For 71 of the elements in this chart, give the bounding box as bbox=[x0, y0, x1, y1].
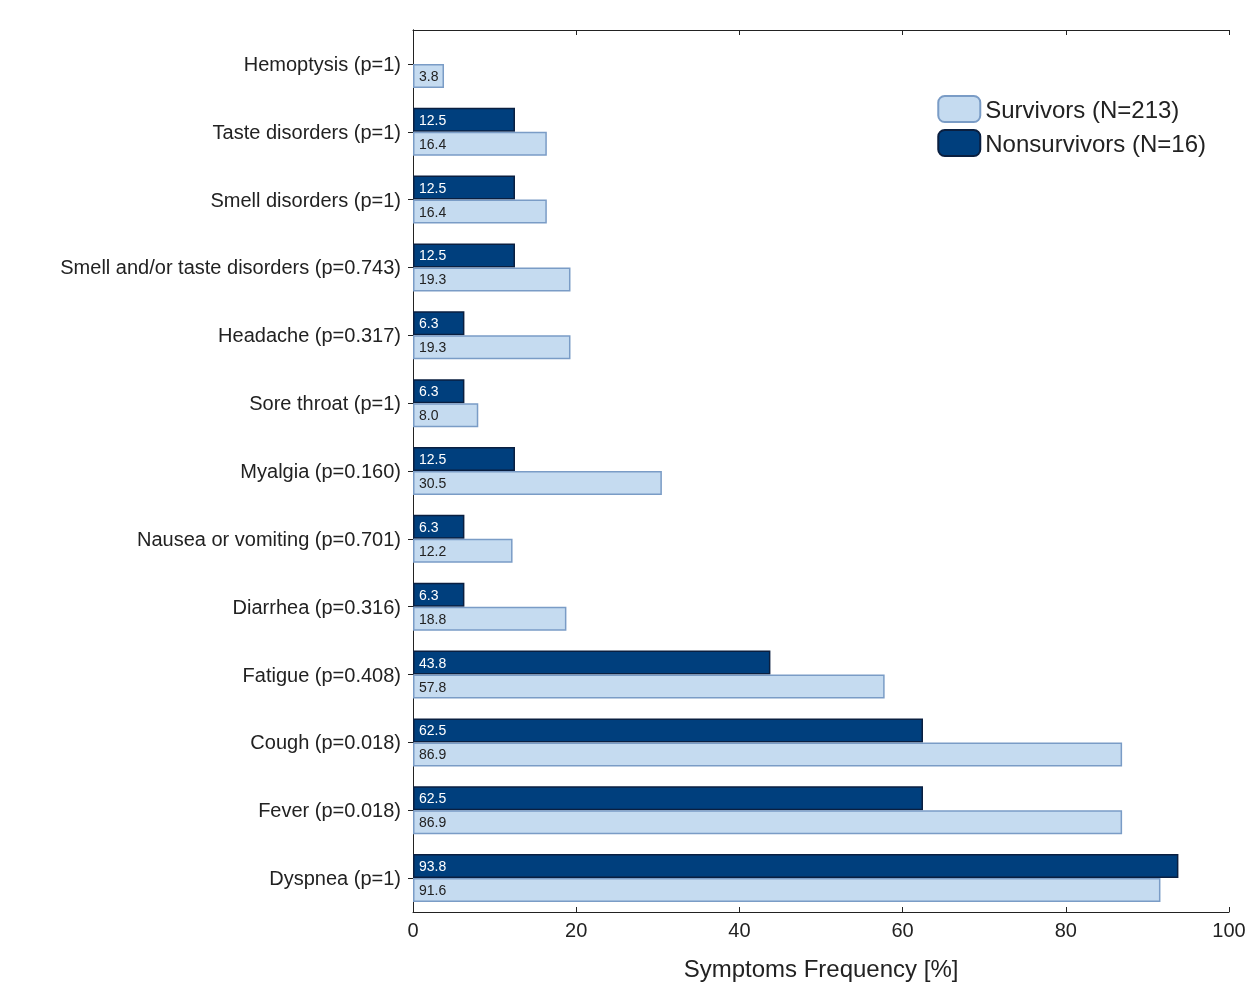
x-tick-label: 80 bbox=[1054, 919, 1077, 941]
y-tick-label: Taste disorders (p=1) bbox=[212, 120, 401, 143]
data-label: 12.2 bbox=[419, 542, 447, 559]
bar bbox=[413, 582, 465, 607]
data-label: 6.3 bbox=[419, 383, 439, 400]
bar bbox=[413, 311, 465, 336]
data-label: 16.4 bbox=[419, 203, 447, 220]
x-tick-label: 0 bbox=[407, 919, 419, 941]
bar bbox=[413, 538, 513, 563]
data-label: 19.3 bbox=[419, 271, 447, 288]
data-label: 8.0 bbox=[419, 407, 439, 424]
data-label: 86.9 bbox=[419, 746, 447, 763]
data-label: 18.8 bbox=[419, 610, 447, 627]
bar bbox=[413, 175, 515, 200]
bar bbox=[413, 854, 1179, 879]
data-label: 19.3 bbox=[419, 339, 447, 356]
y-tick-label: Headache (p=0.317) bbox=[218, 324, 401, 347]
bar bbox=[413, 403, 479, 428]
bar bbox=[413, 514, 465, 539]
data-label: 91.6 bbox=[419, 882, 447, 899]
data-label: 62.5 bbox=[419, 790, 447, 807]
bar bbox=[413, 107, 515, 132]
bar bbox=[413, 243, 515, 268]
bar bbox=[413, 379, 465, 404]
bar bbox=[413, 786, 923, 811]
x-axis-title: Symptoms Frequency [%] bbox=[683, 954, 959, 982]
data-label: 93.8 bbox=[419, 858, 447, 875]
x-tick-label: 60 bbox=[891, 919, 914, 941]
y-tick-label: Diarrhea (p=0.316) bbox=[232, 595, 401, 618]
bar bbox=[413, 742, 1123, 767]
bar bbox=[413, 335, 571, 360]
y-tick-label: Fatigue (p=0.408) bbox=[242, 663, 401, 686]
bar bbox=[413, 131, 547, 156]
y-tick-label: Fever (p=0.018) bbox=[258, 799, 401, 822]
data-label: 12.5 bbox=[419, 111, 447, 128]
legend-label: Nonsurvivors (N=16) bbox=[985, 129, 1206, 157]
y-tick-label: Cough (p=0.018) bbox=[250, 731, 401, 754]
data-label: 6.3 bbox=[419, 586, 439, 603]
bar bbox=[413, 471, 662, 495]
data-label: 57.8 bbox=[419, 678, 447, 695]
y-tick-label: Hemoptysis (p=1) bbox=[243, 52, 401, 75]
data-label: 86.9 bbox=[419, 814, 447, 831]
x-tick-label: 40 bbox=[728, 919, 751, 941]
y-tick-label: Myalgia (p=0.160) bbox=[240, 460, 401, 482]
bar bbox=[413, 267, 571, 292]
data-label: 6.3 bbox=[419, 518, 439, 535]
bar bbox=[413, 606, 567, 631]
bar bbox=[413, 650, 771, 675]
data-label: 12.5 bbox=[419, 247, 447, 264]
data-label: 12.5 bbox=[419, 451, 447, 467]
y-tick-label: Nausea or vomiting (p=0.701) bbox=[136, 527, 401, 550]
x-tick-label: 20 bbox=[565, 919, 588, 941]
y-tick-label: Smell and/or taste disorders (p=0.743) bbox=[60, 256, 401, 279]
bar bbox=[413, 878, 1161, 903]
bar bbox=[413, 674, 885, 699]
x-tick-label: 100 bbox=[1212, 919, 1246, 941]
bar bbox=[413, 199, 547, 224]
data-label: 43.8 bbox=[419, 654, 447, 671]
bar bbox=[413, 447, 515, 471]
data-label: 16.4 bbox=[419, 135, 447, 152]
data-label: 12.5 bbox=[419, 179, 447, 196]
data-label: 30.5 bbox=[419, 475, 447, 491]
bar bbox=[413, 810, 1123, 835]
y-tick-label: Dyspnea (p=1) bbox=[269, 867, 401, 890]
data-label: 6.3 bbox=[419, 315, 439, 332]
data-label: 3.8 bbox=[419, 67, 439, 84]
data-label: 62.5 bbox=[419, 722, 447, 739]
legend-label: Survivors (N=213) bbox=[985, 95, 1180, 123]
y-tick-label: Sore throat (p=1) bbox=[249, 392, 401, 415]
y-tick-label: Smell disorders (p=1) bbox=[210, 188, 401, 211]
bar bbox=[413, 718, 923, 743]
